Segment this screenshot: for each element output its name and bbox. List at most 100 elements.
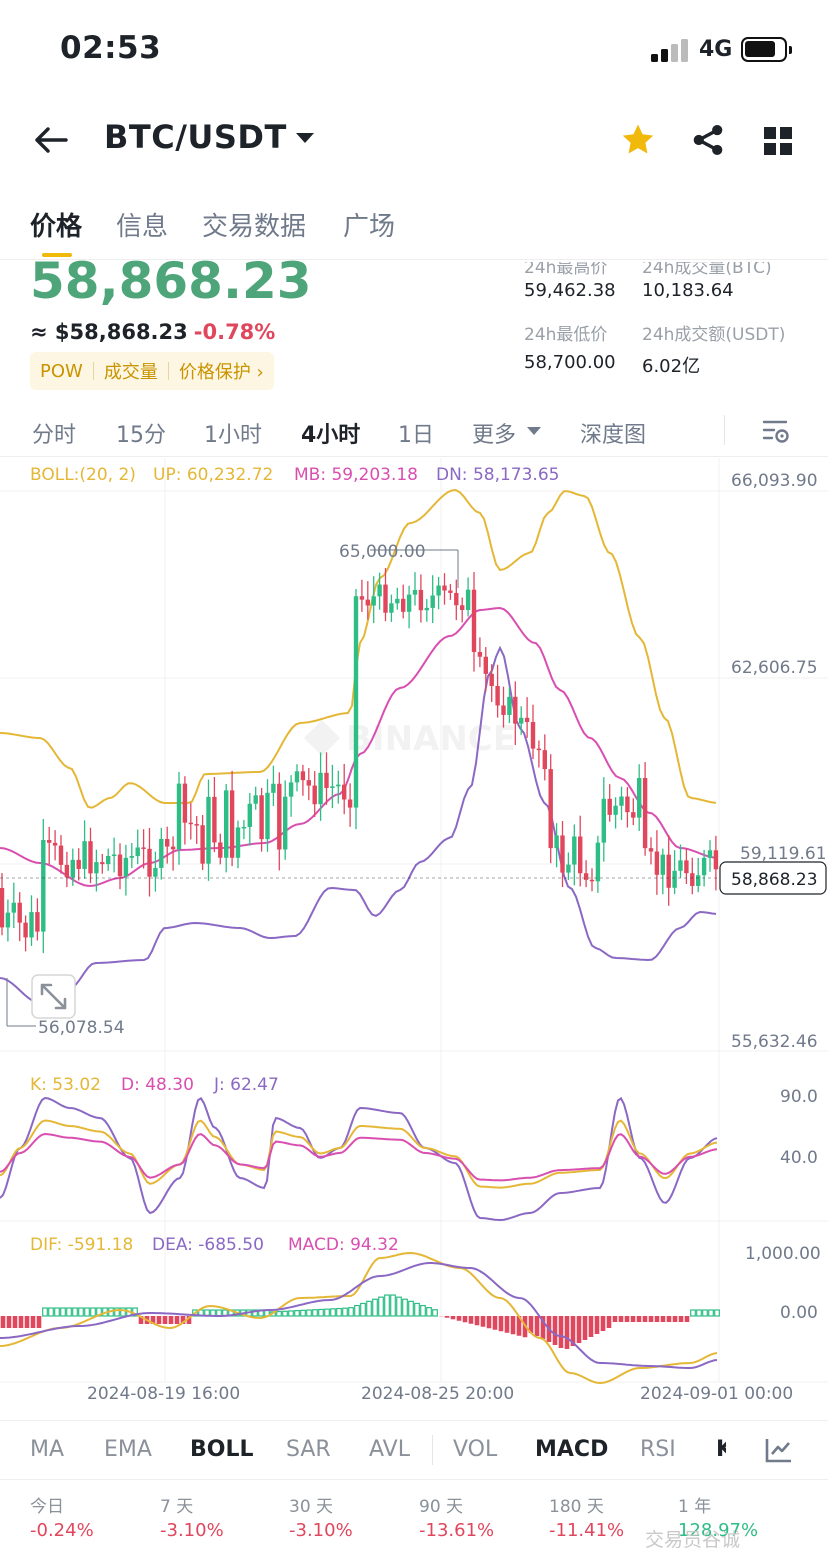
ind-macd[interactable]: MACD [535,1437,609,1462]
candle-body [524,717,530,723]
macd-dif: DIF: -591.18 [30,1235,133,1255]
network-type: 4G [699,37,733,62]
candle-body [637,778,642,818]
macd-bar [288,1310,294,1317]
macd-bar [450,1316,456,1320]
candle-body [247,803,252,827]
candle-body [554,835,559,849]
candle-body [389,603,394,613]
macd-bar [66,1307,72,1317]
macd-bar [534,1316,540,1336]
ind-vol[interactable]: VOL [453,1437,498,1462]
candle-body [52,842,58,846]
kdj-d: D: 48.30 [121,1075,194,1095]
macd-tick-1000: 1,000.00 [745,1244,821,1264]
candle-body [690,873,695,886]
macd-bar [564,1316,570,1349]
candle-body [625,796,630,813]
pair-title[interactable]: BTC/USDT [104,118,287,156]
macd-bar [114,1307,120,1317]
macd-bar [480,1316,486,1327]
tag-pow[interactable]: POW [40,360,83,382]
candle-body [106,856,111,865]
candle-body [229,790,235,858]
tf-1h[interactable]: 1小时 [204,423,262,448]
tf-more[interactable]: 更多 [472,423,517,448]
candle-body [454,592,459,606]
macd-bar [282,1310,288,1317]
candle-body [235,827,241,858]
tab-trading-data[interactable]: 交易数据 [202,212,307,242]
tf-line[interactable]: 分时 [32,423,77,448]
ind-rsi[interactable]: RSI [640,1437,676,1462]
kline-chart[interactable]: BINANCE BOLL:(20, 2) UP: 60,232.72 MB: 5… [0,458,828,1408]
macd-bar [498,1316,504,1332]
candle-body [123,857,129,877]
grid-menu-icon[interactable] [763,126,793,156]
perf-label-1y: 1 年 [678,1497,712,1517]
candle-body [483,656,488,674]
ind-avl[interactable]: AVL [369,1437,410,1462]
macd-bar [582,1316,588,1340]
indicator-settings-icon[interactable] [765,1437,793,1463]
macd-bar [54,1307,60,1317]
candle-body [501,705,506,715]
candle-body [135,847,140,857]
ind-ma[interactable]: MA [30,1437,65,1462]
grid [0,458,828,1383]
expand-icon[interactable] [31,974,76,1019]
chart-settings-icon[interactable] [762,418,792,446]
tab-square[interactable]: 广场 [343,212,396,242]
candle-body [572,836,577,865]
candle-body [58,845,64,865]
perf-7d: -3.10% [160,1520,224,1541]
macd-bar [252,1309,258,1317]
favorite-star-icon[interactable] [620,123,656,157]
price-change: -0.78% [193,320,276,344]
macd-bar [594,1316,600,1334]
pair-dropdown-icon[interactable] [296,133,314,143]
macd-bar [690,1309,696,1317]
ind-ema[interactable]: EMA [104,1437,152,1462]
macd-bar [90,1307,96,1317]
perf-label-today: 今日 [30,1497,64,1517]
candle-body [631,812,636,818]
macd-bar [516,1316,522,1336]
candle-body [395,598,400,604]
stat-high-label: 24h最高价 [524,262,608,278]
tag-volume[interactable]: 成交量 [103,362,158,383]
tf-4h[interactable]: 4小时 [301,423,361,448]
candle-body [707,850,713,858]
perf-today: -0.24% [30,1520,94,1541]
tf-15m[interactable]: 15分 [116,423,166,448]
candle-body [23,922,28,938]
macd-bar [576,1316,582,1343]
back-arrow-icon[interactable] [34,126,68,154]
candle-body [147,848,152,877]
tab-info[interactable]: 信息 [116,212,169,242]
macd-bar [624,1316,630,1322]
ind-sar[interactable]: SAR [286,1437,331,1462]
ind-boll[interactable]: BOLL [190,1437,254,1462]
macd-bar [18,1316,24,1328]
tf-1d[interactable]: 1日 [398,423,434,448]
boll-mb-value: MB: 59,203.18 [294,465,418,485]
candle-body [678,860,683,871]
candle-body [17,902,22,923]
macd-bar [330,1308,336,1317]
candle-body [188,822,193,825]
share-icon[interactable] [691,123,725,157]
kdj-k: K: 53.02 [30,1075,101,1095]
more-dropdown-icon[interactable] [527,427,541,435]
x-tick-3: 2024-09-01 00:00 [640,1384,793,1404]
candle-body [194,824,199,826]
macd-bar [306,1309,312,1317]
ind-kdj[interactable]: K [716,1437,726,1462]
candle-body [271,783,276,793]
tf-depth[interactable]: 深度图 [580,423,647,448]
candle-body [412,589,418,595]
candle-body [507,696,512,715]
tag-price-protection[interactable]: 价格保护 › [178,362,264,383]
macd-bar [24,1316,30,1328]
tab-price[interactable]: 价格 [30,206,82,257]
